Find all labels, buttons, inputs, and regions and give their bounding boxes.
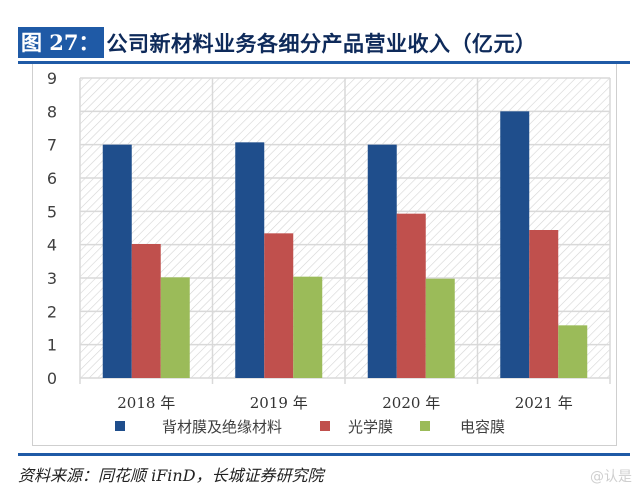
y-tick-label: 7: [47, 136, 57, 155]
legend-swatch-3: [420, 421, 430, 431]
bar-2-2018年: [131, 244, 161, 378]
figure-label: 图 27：: [18, 27, 104, 58]
bar-1-2021年: [500, 111, 530, 378]
legend: 背材膜及绝缘材料 光学膜 电容膜: [115, 418, 505, 436]
bar-2-2019年: [264, 233, 294, 378]
legend-label-3: 电容膜: [460, 418, 505, 436]
y-tick-label: 4: [47, 236, 57, 255]
x-tick-label: 2020 年: [382, 394, 440, 412]
chart-frame: [32, 64, 617, 446]
top-divider: [18, 61, 630, 64]
y-tick-label: 9: [47, 69, 57, 88]
y-tick-label: 5: [47, 202, 57, 221]
y-axis: 0 1 2 3 4 5 6 7 8 9: [47, 69, 57, 388]
y-tick-label: 0: [47, 369, 57, 388]
bar-3-2021年: [558, 325, 588, 378]
bar-2-2021年: [529, 230, 559, 378]
bars: [102, 111, 588, 378]
figure-title: 公司新材料业务各细分产品营业收入（亿元）: [106, 31, 537, 56]
source-note: 资料来源：同花顺 iFinD，长城证券研究院: [18, 466, 324, 485]
x-axis: 2018 年 2019 年 2020 年 2021 年: [117, 394, 572, 412]
y-tick-label: 2: [47, 302, 57, 321]
bar-2-2020年: [396, 213, 426, 378]
x-tick-label: 2018 年: [117, 394, 175, 412]
bar-1-2019年: [235, 142, 265, 378]
legend-label-1: 背材膜及绝缘材料: [162, 418, 282, 436]
y-tick-label: 3: [47, 269, 57, 288]
x-tick-label: 2019 年: [250, 394, 308, 412]
bar-3-2019年: [293, 276, 323, 378]
bar-3-2018年: [160, 277, 190, 378]
bottom-divider: [18, 453, 630, 456]
bar-1-2018年: [102, 144, 132, 378]
y-tick-label: 8: [47, 102, 57, 121]
bar-3-2020年: [425, 278, 455, 378]
watermark: @认是: [590, 469, 632, 485]
figure-header: 图 27： 公司新材料业务各细分产品营业收入（亿元）: [18, 27, 537, 58]
bar-1-2020年: [367, 144, 397, 378]
legend-swatch-1: [115, 421, 125, 431]
y-tick-label: 1: [47, 336, 57, 355]
legend-swatch-2: [320, 421, 330, 431]
y-tick-label: 6: [47, 169, 57, 188]
x-tick-label: 2021 年: [515, 394, 573, 412]
legend-label-2: 光学膜: [348, 418, 393, 436]
